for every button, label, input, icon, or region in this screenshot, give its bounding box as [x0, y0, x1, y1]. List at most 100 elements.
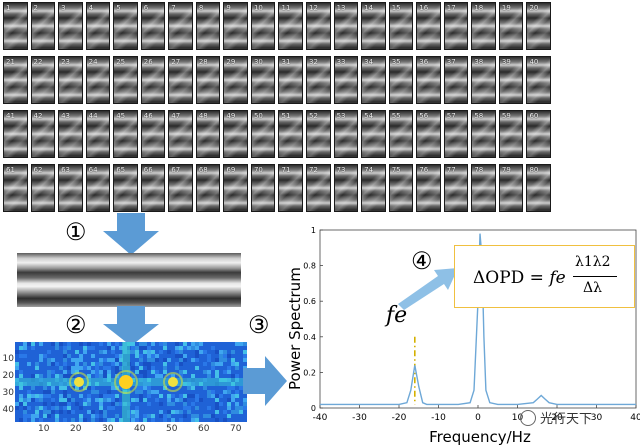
frame-thumbnail: 8	[195, 2, 221, 50]
fft-x-tick: 30	[102, 424, 114, 434]
step-4-label: ④	[411, 247, 433, 275]
step-1-label: ①	[65, 218, 87, 246]
frame-thumbnail: 36	[416, 56, 441, 104]
frame-thumbnail: 1	[3, 2, 28, 50]
frame-thumbnail: 37	[443, 56, 469, 104]
frame-number: 52	[309, 112, 318, 120]
fft-x-axis: 10 20 30 40 50 60 70	[15, 424, 247, 438]
frame-number: 16	[419, 4, 429, 12]
x-tick-label: 10	[512, 413, 524, 423]
frame-number: 71	[281, 166, 291, 174]
frame-number: 79	[501, 166, 511, 174]
frame-number: 10	[253, 4, 263, 12]
interferogram-strip	[17, 253, 241, 307]
frame-thumbnail: 21	[3, 56, 28, 104]
frame-thumbnail: 29	[223, 56, 248, 104]
frame-thumbnail: 57	[443, 110, 469, 158]
frame-number: 55	[391, 112, 401, 120]
frame-thumbnail: 47	[168, 110, 193, 158]
frame-grid: 1 2 3 4 5 6 7 8 9 10 11 12 13 14 15 16 17 18 19 20 21 22 23 24 2…	[3, 2, 551, 212]
frame-thumbnail: 79	[498, 164, 524, 212]
frame-number: 34	[364, 58, 374, 66]
fraction-bar	[573, 276, 617, 277]
frame-number: 15	[391, 4, 401, 12]
frame-thumbnail: 56	[416, 110, 441, 158]
frame-thumbnail: 70	[250, 164, 276, 212]
frame-thumbnail: 72	[306, 164, 331, 212]
frame-thumbnail: 5	[113, 2, 138, 50]
frame-thumbnail: 17	[443, 2, 469, 50]
frame-number: 18	[474, 4, 484, 12]
frame-number: 49	[226, 112, 236, 120]
frame-thumbnail: 46	[140, 110, 166, 158]
frame-thumbnail: 14	[361, 2, 386, 50]
frame-thumbnail: 73	[333, 164, 359, 212]
frame-thumbnail: 76	[416, 164, 441, 212]
frame-thumbnail: 2	[30, 2, 56, 50]
frame-number: 41	[6, 112, 15, 120]
frame-thumbnail: 75	[388, 164, 414, 212]
fft-peak	[119, 375, 133, 389]
fft-peak	[74, 377, 84, 387]
frame-thumbnail: 39	[498, 56, 524, 104]
frame-thumbnail: 24	[85, 56, 111, 104]
frame-thumbnail: 65	[113, 164, 138, 212]
frame-number: 2	[33, 4, 39, 12]
frame-number: 66	[143, 166, 153, 174]
fft-image	[15, 342, 247, 422]
frame-number: 42	[33, 112, 43, 120]
frame-number: 22	[33, 58, 43, 66]
frame-thumbnail: 15	[388, 2, 414, 50]
fft-y-tick: 40	[2, 405, 14, 415]
frame-thumbnail: 48	[195, 110, 221, 158]
frame-thumbnail: 25	[113, 56, 138, 104]
frame-thumbnail: 67	[168, 164, 193, 212]
frame-number: 6	[143, 4, 149, 12]
frame-thumbnail: 42	[30, 110, 56, 158]
fe-symbol: fe	[386, 303, 408, 328]
frame-thumbnail: 11	[278, 2, 304, 50]
formula-box: ΔOPD = fe λ1λ2 Δλ	[454, 245, 635, 308]
frame-thumbnail: 50	[250, 110, 276, 158]
frame-number: 44	[88, 112, 98, 120]
frame-thumbnail: 44	[85, 110, 111, 158]
diagonal-arrow-4	[398, 268, 458, 310]
frame-number: 38	[474, 58, 484, 66]
fft-y-tick: 30	[2, 388, 14, 398]
frame-thumbnail: 80	[526, 164, 551, 212]
frame-number: 40	[529, 58, 539, 66]
x-tick-label: -20	[392, 413, 407, 423]
frame-number: 73	[336, 166, 346, 174]
x-tick-label: -40	[313, 413, 328, 423]
formula-numerator: λ1λ2	[575, 254, 611, 270]
frame-number: 80	[529, 166, 539, 174]
frame-number: 1	[6, 4, 11, 12]
frame-thumbnail: 60	[526, 110, 551, 158]
fft-x-tick: 20	[70, 424, 82, 434]
fft-peak	[168, 377, 178, 387]
frame-thumbnail: 20	[526, 2, 551, 50]
watermark: 光行天下	[520, 408, 592, 427]
x-tick-label: 30	[591, 413, 603, 423]
frame-number: 54	[364, 112, 374, 120]
fe-label: fe	[386, 303, 407, 328]
frame-number: 25	[116, 58, 126, 66]
fft-x-tick: 60	[198, 424, 210, 434]
frame-thumbnail: 30	[250, 56, 276, 104]
frame-number: 70	[253, 166, 263, 174]
fft-y-tick: 20	[2, 371, 14, 381]
formula-lhs: ΔOPD = fe	[473, 268, 566, 288]
fft-y-tick: 10	[2, 354, 14, 364]
frame-number: 13	[336, 4, 346, 12]
frame-number: 20	[529, 4, 539, 12]
frame-thumbnail: 53	[333, 110, 359, 158]
frame-thumbnail: 64	[85, 164, 111, 212]
frame-number: 67	[171, 166, 181, 174]
frame-number: 58	[474, 112, 484, 120]
y-tick-label: 0.6	[303, 297, 316, 306]
frame-thumbnail: 23	[58, 56, 83, 104]
frame-number: 45	[116, 112, 126, 120]
frame-thumbnail: 74	[361, 164, 386, 212]
frame-thumbnail: 3	[58, 2, 83, 50]
fft-x-tick: 70	[230, 424, 242, 434]
